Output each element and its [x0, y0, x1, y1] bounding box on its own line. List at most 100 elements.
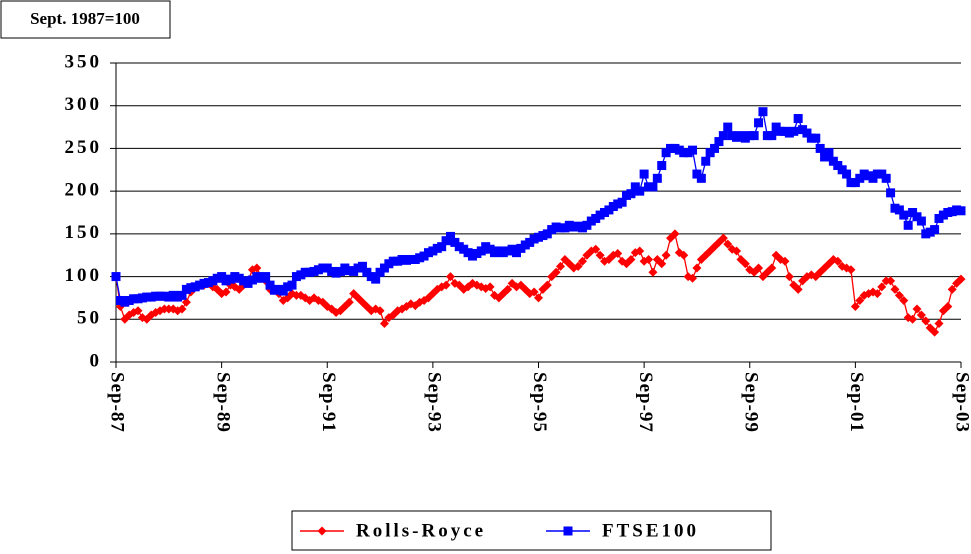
- series-line: [115, 109, 962, 303]
- data-point: [635, 186, 645, 196]
- data-point: [899, 210, 909, 220]
- data-point: [833, 256, 843, 266]
- data-point: [578, 256, 588, 266]
- data-point: [542, 280, 552, 290]
- data-point: [445, 272, 455, 282]
- data-point: [556, 261, 566, 271]
- data-point: [894, 290, 904, 300]
- legend-marker: [317, 526, 327, 536]
- data-point: [177, 290, 187, 300]
- data-point: [503, 284, 513, 294]
- data-point: [688, 145, 698, 155]
- data-point: [679, 250, 689, 260]
- y-tick-label: 250: [65, 137, 103, 158]
- data-point: [485, 282, 495, 292]
- data-point: [379, 319, 389, 329]
- annotation: Sept. 1987=100: [30, 9, 140, 28]
- data-point: [635, 246, 645, 256]
- legend-box: [291, 510, 772, 551]
- legend-label: FTSE100: [602, 520, 699, 541]
- x-tick-label: Sep-89: [212, 372, 233, 433]
- data-point: [441, 280, 451, 290]
- data-point: [903, 220, 913, 230]
- data-point: [846, 265, 856, 275]
- data-point: [789, 126, 799, 136]
- data-point: [850, 301, 860, 311]
- data-point: [696, 173, 706, 183]
- data-point: [881, 173, 891, 183]
- data-point: [551, 267, 561, 277]
- y-tick-label: 300: [65, 94, 103, 115]
- data-point: [956, 206, 966, 216]
- data-point: [701, 156, 711, 166]
- annotation-box: [0, 0, 171, 39]
- x-tick-label: Sep-91: [318, 372, 339, 433]
- data-point: [894, 205, 904, 215]
- data-point: [740, 259, 750, 269]
- data-point: [657, 259, 667, 269]
- legend-marker: [563, 526, 573, 536]
- data-point: [793, 114, 803, 124]
- y-tick-label: 350: [65, 51, 103, 72]
- y-tick-label: 200: [65, 180, 103, 201]
- data-point: [886, 276, 896, 286]
- data-point: [573, 261, 583, 271]
- data-point: [908, 314, 918, 324]
- data-point: [956, 274, 966, 284]
- data-point: [771, 250, 781, 260]
- data-point: [930, 225, 940, 235]
- data-point: [930, 327, 940, 337]
- data-point: [177, 304, 187, 314]
- data-point: [714, 137, 724, 147]
- data-point: [899, 295, 909, 305]
- x-tick-label: Sep-93: [424, 372, 445, 433]
- data-point: [591, 244, 601, 254]
- y-tick-label: 0: [90, 350, 103, 371]
- data-point: [934, 319, 944, 329]
- data-point: [872, 289, 882, 299]
- data-point: [815, 143, 825, 153]
- data-point: [644, 254, 654, 264]
- data-point: [287, 280, 297, 290]
- data-point: [943, 301, 953, 311]
- data-point: [261, 272, 271, 282]
- data-point: [767, 263, 777, 273]
- x-tick-label: Sep-03: [952, 372, 971, 433]
- x-tick-label: Sep-99: [740, 372, 761, 433]
- data-point: [648, 267, 658, 277]
- data-point: [111, 272, 121, 282]
- data-point: [670, 229, 680, 239]
- data-point: [886, 188, 896, 198]
- data-point: [947, 284, 957, 294]
- data-point: [912, 304, 922, 314]
- data-point: [916, 310, 926, 320]
- data-point: [252, 263, 262, 273]
- legend-label: Rolls-Royce: [356, 520, 486, 541]
- x-tick-label: Sep-87: [107, 372, 128, 433]
- y-tick-label: 150: [65, 222, 103, 243]
- data-point: [437, 242, 447, 252]
- data-point: [890, 284, 900, 294]
- data-point: [710, 143, 720, 153]
- data-point: [758, 107, 768, 117]
- x-tick-label: Sep-97: [635, 372, 656, 433]
- data-point: [916, 216, 926, 226]
- data-point: [595, 250, 605, 260]
- data-point: [754, 263, 764, 273]
- data-point: [181, 297, 191, 307]
- data-point: [626, 189, 636, 199]
- data-point: [371, 274, 381, 284]
- data-point: [749, 131, 759, 141]
- data-point: [754, 118, 764, 128]
- data-point: [221, 287, 231, 297]
- data-point: [357, 261, 367, 271]
- data-point: [780, 256, 790, 266]
- x-tick-label: Sep-01: [846, 372, 867, 433]
- data-point: [529, 287, 539, 297]
- data-point: [626, 254, 636, 264]
- data-point: [723, 239, 733, 249]
- data-point: [718, 131, 728, 141]
- data-point: [732, 246, 742, 256]
- data-point: [639, 169, 649, 179]
